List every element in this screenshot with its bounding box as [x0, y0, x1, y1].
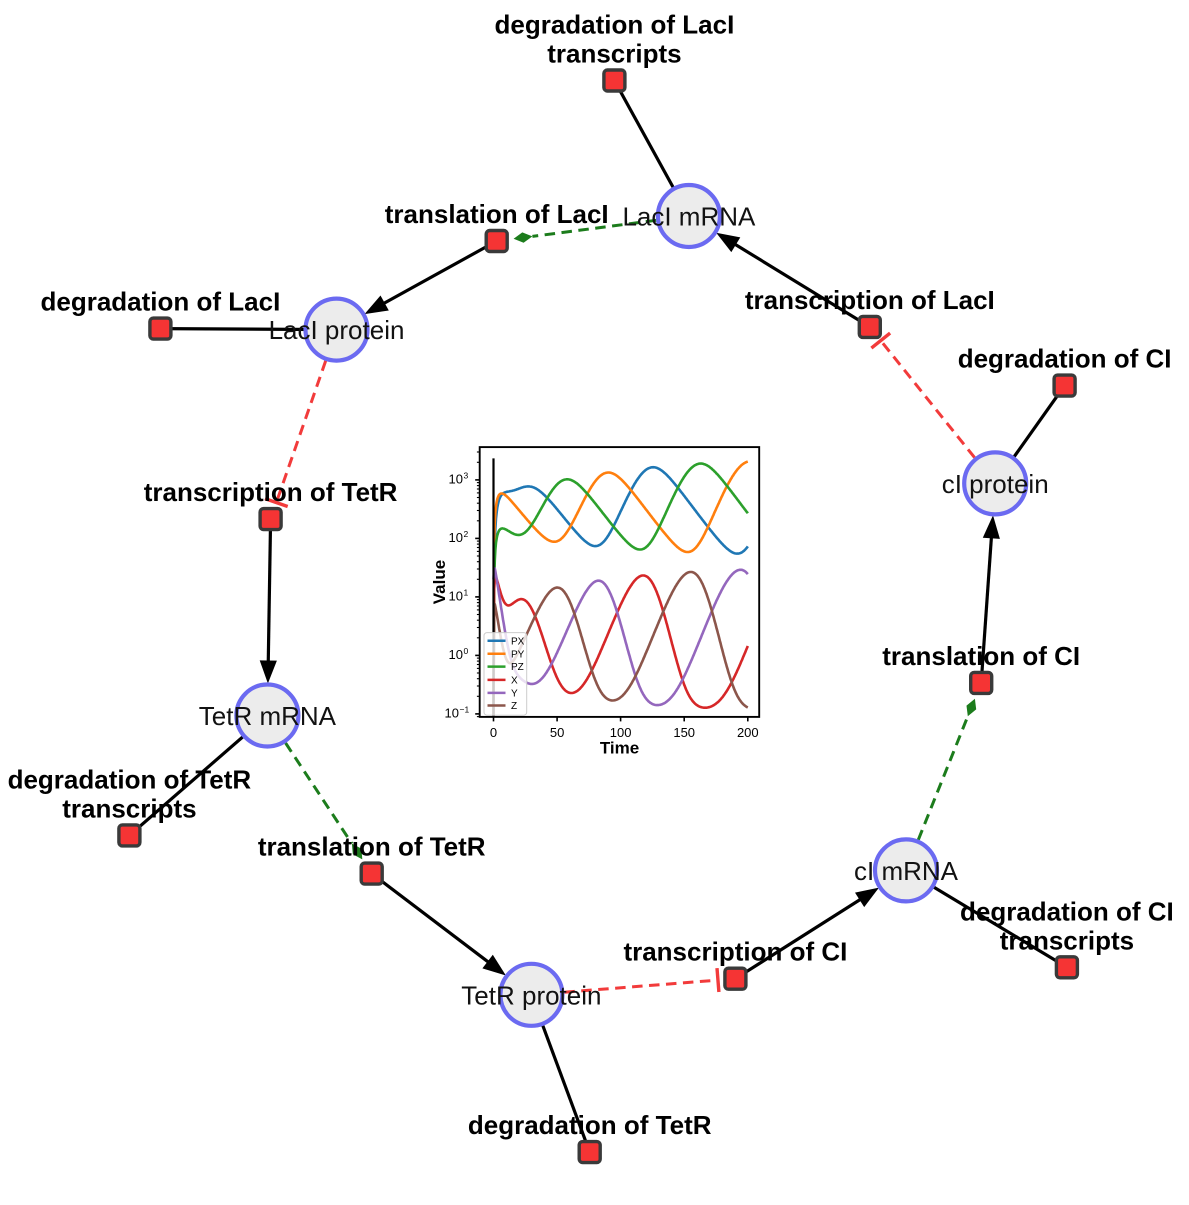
- svg-text:−1: −1: [460, 704, 470, 714]
- svg-text:10: 10: [449, 588, 463, 603]
- svg-text:PY: PY: [511, 649, 525, 660]
- svg-text:10: 10: [449, 471, 463, 486]
- svg-text:10: 10: [449, 530, 463, 545]
- svg-text:Time: Time: [600, 739, 639, 758]
- svg-text:TetR protein: TetR protein: [461, 980, 601, 1010]
- svg-text:degradation of TetR: degradation of TetR: [468, 1110, 712, 1140]
- svg-text:LacI mRNA: LacI mRNA: [622, 202, 756, 232]
- svg-text:Value: Value: [430, 560, 449, 604]
- svg-text:translation of TetR: translation of TetR: [258, 832, 486, 862]
- svg-text:cI mRNA: cI mRNA: [854, 856, 959, 886]
- svg-text:transcripts: transcripts: [1000, 925, 1134, 955]
- svg-text:TetR mRNA: TetR mRNA: [199, 701, 337, 731]
- svg-text:0: 0: [490, 725, 497, 740]
- svg-text:translation of LacI: translation of LacI: [385, 199, 609, 229]
- svg-text:2: 2: [464, 529, 469, 539]
- svg-text:150: 150: [673, 725, 695, 740]
- svg-text:PZ: PZ: [511, 662, 524, 673]
- svg-text:10: 10: [445, 705, 459, 720]
- svg-text:X: X: [511, 675, 518, 686]
- svg-text:transcription of LacI: transcription of LacI: [745, 285, 995, 315]
- svg-text:3: 3: [464, 470, 469, 480]
- svg-text:transcripts: transcripts: [62, 793, 196, 823]
- svg-text:degradation of LacI: degradation of LacI: [40, 287, 280, 317]
- svg-text:degradation of CI: degradation of CI: [958, 344, 1172, 374]
- svg-text:degradation of CI: degradation of CI: [960, 896, 1174, 926]
- svg-text:200: 200: [737, 725, 759, 740]
- svg-text:Y: Y: [511, 688, 518, 699]
- svg-text:transcription of TetR: transcription of TetR: [144, 477, 398, 507]
- svg-text:cI protein: cI protein: [942, 469, 1049, 499]
- svg-text:0: 0: [464, 646, 469, 656]
- svg-text:100: 100: [610, 725, 632, 740]
- svg-text:PX: PX: [511, 636, 525, 647]
- svg-text:degradation of LacI: degradation of LacI: [494, 10, 734, 40]
- svg-text:transcripts: transcripts: [547, 39, 681, 69]
- svg-text:1: 1: [464, 587, 469, 597]
- svg-text:LacI protein: LacI protein: [269, 315, 405, 345]
- svg-text:degradation of TetR: degradation of TetR: [8, 764, 252, 794]
- svg-text:transcription of CI: transcription of CI: [623, 937, 847, 967]
- svg-text:Z: Z: [511, 701, 517, 712]
- svg-text:50: 50: [550, 725, 564, 740]
- svg-text:translation of CI: translation of CI: [882, 641, 1080, 671]
- svg-text:10: 10: [449, 647, 463, 662]
